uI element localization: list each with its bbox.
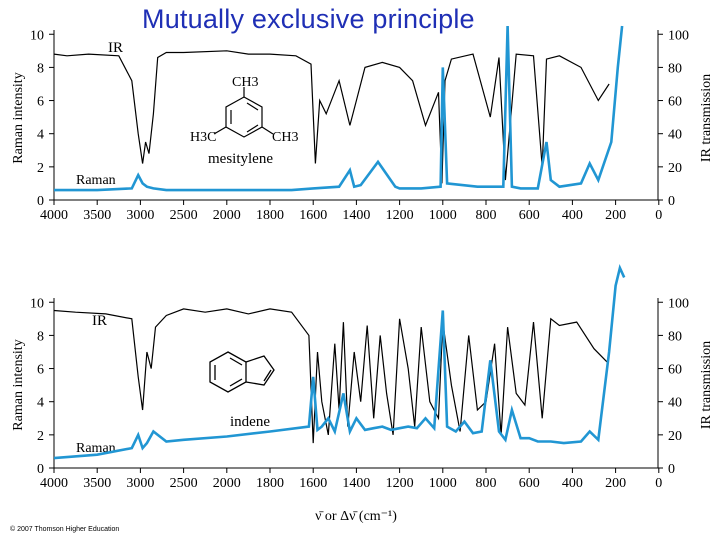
- indene-structure: [209, 351, 275, 393]
- ch3-right-label: CH3: [272, 130, 298, 145]
- molecule-label-indene: indene: [230, 414, 270, 430]
- ylabel-left-top: Raman intensity: [11, 72, 26, 163]
- y-left-tick-label-bottom: 2: [37, 429, 44, 444]
- mesitylene-structure: [213, 87, 274, 138]
- molecule-label-mesitylene: mesitylene: [208, 151, 273, 167]
- copyright-notice: © 2007 Thomson Higher Education: [10, 526, 120, 533]
- x-tick-label-bottom: 1000: [429, 476, 457, 491]
- y-left-tick-label-bottom: 4: [37, 396, 44, 411]
- y-left-tick-label-bottom: 8: [37, 329, 44, 344]
- ir-label-top: IR: [108, 40, 123, 56]
- x-tick-label-top: 0: [655, 208, 662, 223]
- x-tick-label-bottom: 2000: [213, 476, 241, 491]
- x-tick-label-bottom: 1600: [299, 476, 327, 491]
- x-tick-label-top: 800: [476, 208, 497, 223]
- panel-indene: 4000 3500 3000 2500 2000 1800 1600 1400 1200 1000…: [11, 264, 714, 491]
- y-left-tick-label-top: 6: [37, 95, 44, 110]
- x-tick-label-top: 4000: [40, 208, 68, 223]
- y-left-tick-label-top: 4: [37, 128, 44, 143]
- y-right-tick-label-top: 20: [668, 161, 682, 176]
- panel-mesitylene: 4000 3500 3000 2500 2000 1800 1600 1400 1200 1000…: [11, 25, 714, 223]
- y-right-tick-label-top: 100: [668, 28, 689, 43]
- raman-label-top: Raman: [76, 173, 116, 188]
- y-left-tick-label-bottom: 10: [30, 296, 44, 311]
- x-tick-label-bottom: 3500: [83, 476, 111, 491]
- x-tick-label-bottom: 800: [476, 476, 497, 491]
- x-tick-label-top: 1600: [299, 208, 327, 223]
- x-tick-label-top: 200: [605, 208, 626, 223]
- x-axis-label: ν̄ or Δν̄ (cm⁻¹): [315, 509, 397, 524]
- x-tick-label-top: 1400: [342, 208, 370, 223]
- ir-label-bottom: IR: [92, 313, 107, 329]
- x-tick-label-top: 3000: [126, 208, 154, 223]
- ylabel-right-bottom: IR transmission: [699, 341, 714, 429]
- y-left-tick-label-top: 8: [37, 61, 44, 76]
- y-left-tick-label-top: 10: [30, 28, 44, 43]
- y-right-tick-label-top: 0: [668, 194, 675, 209]
- y-right-tick-label-top: 60: [668, 95, 682, 110]
- x-tick-label-bottom: 1400: [342, 476, 370, 491]
- x-tick-label-bottom: 1200: [386, 476, 414, 491]
- x-tick-label-top: 1200: [386, 208, 414, 223]
- x-tick-label-bottom: 4000: [40, 476, 68, 491]
- x-tick-label-top: 1800: [256, 208, 284, 223]
- x-tick-label-top: 2000: [213, 208, 241, 223]
- y-right-tick-label-top: 40: [668, 128, 682, 143]
- y-left-tick-label-top: 2: [37, 161, 44, 176]
- y-left-tick-label-bottom: 6: [37, 363, 44, 378]
- x-tick-label-bottom: 400: [562, 476, 583, 491]
- y-right-tick-label-bottom: 80: [668, 329, 682, 344]
- ylabel-right-top: IR transmission: [699, 74, 714, 162]
- x-tick-label-top: 1000: [429, 208, 457, 223]
- x-tick-label-bottom: 3000: [126, 476, 154, 491]
- ch3-top-label: CH3: [232, 75, 258, 90]
- slide-title: Mutually exclusive principle: [142, 4, 475, 34]
- x-tick-label-top: 600: [519, 208, 540, 223]
- raman-spectrum-indene: [53, 264, 626, 460]
- ir-spectrum-mesitylene: [53, 50, 610, 184]
- y-left-tick-label-top: 0: [37, 194, 44, 209]
- ylabel-left-bottom: Raman intensity: [11, 339, 26, 430]
- x-tick-label-bottom: 2500: [170, 476, 198, 491]
- x-tick-label-top: 2500: [170, 208, 198, 223]
- y-right-tick-label-bottom: 0: [668, 462, 675, 477]
- raman-spectrum-mesitylene: [54, 25, 624, 192]
- x-tick-label-bottom: 200: [605, 476, 626, 491]
- y-right-tick-label-bottom: 100: [668, 296, 689, 311]
- x-tick-label-top: 3500: [83, 208, 111, 223]
- y-left-tick-label-bottom: 0: [37, 462, 44, 477]
- y-right-tick-label-bottom: 20: [668, 429, 682, 444]
- y-right-tick-label-bottom: 40: [668, 396, 682, 411]
- x-tick-label-bottom: 1800: [256, 476, 284, 491]
- y-right-tick-label-bottom: 60: [668, 363, 682, 378]
- y-right-tick-label-top: 80: [668, 61, 682, 76]
- x-tick-label-bottom: 0: [655, 476, 662, 491]
- x-tick-label-bottom: 600: [519, 476, 540, 491]
- ir-spectrum-indene: [53, 308, 608, 444]
- h3c-left-label: H3C: [190, 130, 216, 145]
- x-tick-label-top: 400: [562, 208, 583, 223]
